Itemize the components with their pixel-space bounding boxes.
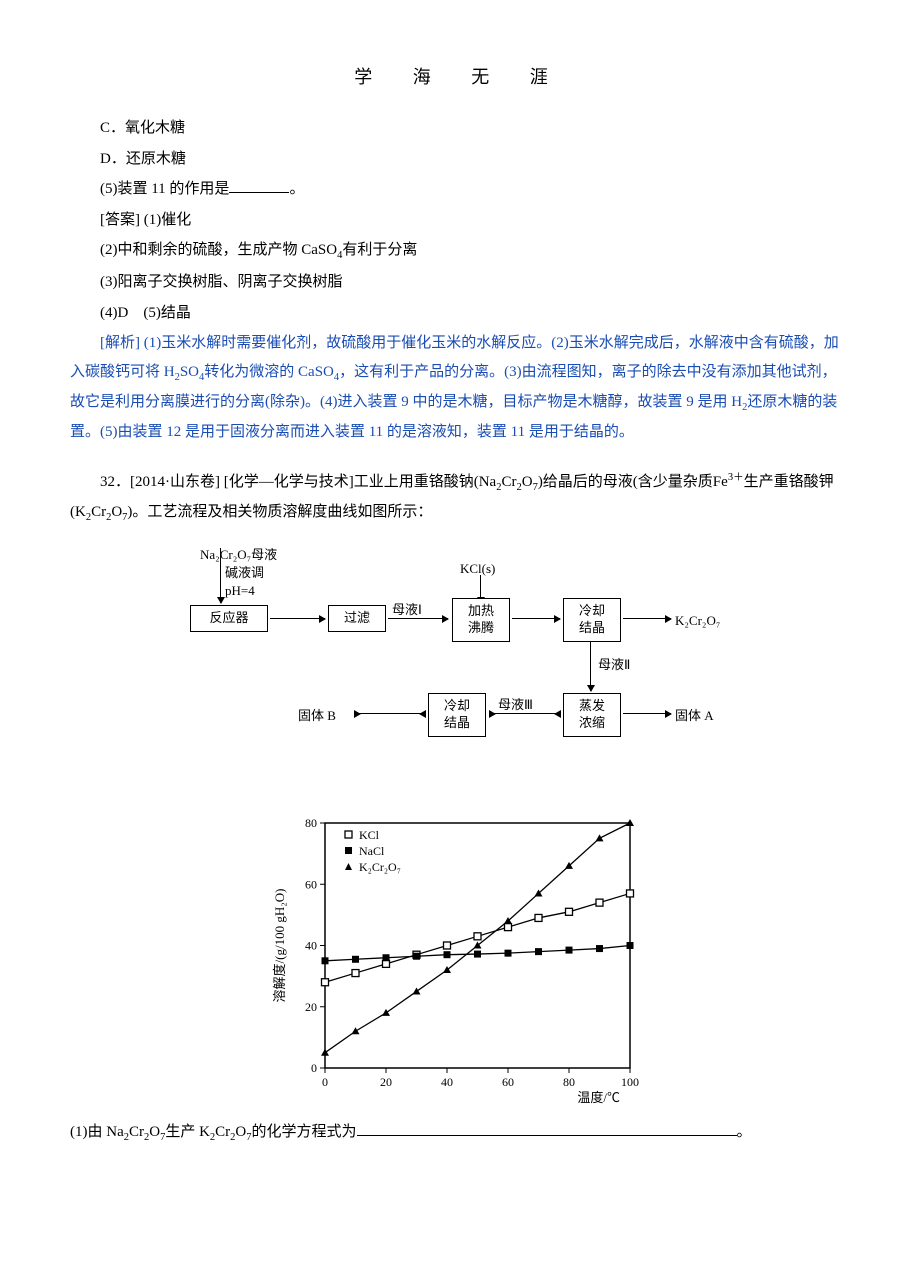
q32-na-cr: Cr [501,474,516,490]
box-boil-a: 加热 [468,603,494,618]
q1-mid: 生产 K [165,1124,210,1140]
q1-tail: 的化学方程式为 [252,1124,357,1140]
q32-tail: )。工艺流程及相关物质溶解度曲线如图所示： [127,504,432,520]
q1-end: 。 [737,1124,752,1140]
answer-1: [答案] (1)催化 [70,206,850,235]
q32-na-o: O [522,474,533,490]
box-filter: 过滤 [328,605,386,632]
question-5: (5)装置 11 的作用是 。 [70,175,850,204]
solubility-chart: 020406080100020406080温度/℃溶解度/(g/100 gH₂O… [270,808,650,1108]
box-cool1-b: 结晶 [579,620,605,635]
box-evap-b: 浓缩 [579,715,605,730]
q1-na-cr: Cr [129,1124,144,1140]
svg-text:80: 80 [305,816,317,830]
box-cool1: 冷却 结晶 [563,598,621,642]
option-d: D．还原木糖 [70,145,850,174]
q32-fe3: 3＋ [728,472,744,483]
svg-text:60: 60 [305,877,317,891]
box-cool2-a: 冷却 [444,698,470,713]
label-my2: 母液Ⅱ [598,653,630,678]
arrow-4-out [623,618,671,619]
svg-text:0: 0 [311,1061,317,1075]
box-reactor: 反应器 [190,605,268,632]
svg-text:100: 100 [621,1075,639,1089]
box-boil-b: 沸腾 [468,620,494,635]
q1-k-o: O [235,1124,246,1140]
svg-text:NaCl: NaCl [359,844,385,858]
blank-eq [357,1120,737,1136]
out-b: 固体 B [298,704,336,729]
svg-text:20: 20 [305,1000,317,1014]
arrow-1-2 [270,618,325,619]
h2so4-so: SO [180,364,199,380]
kcl-label: KCl(s) [460,557,495,582]
box-evap-a: 蒸发 [579,698,605,713]
q5-suffix: 。 [289,181,304,197]
svg-text:溶解度/(g/100 gH₂O): 溶解度/(g/100 gH₂O) [272,888,287,1002]
svg-text:80: 80 [563,1075,575,1089]
q1-k-cr: Cr [215,1124,230,1140]
label-my3: 母液Ⅲ [498,693,533,718]
q5-prefix: (5)装置 11 的作用是 [100,181,229,197]
arrow-3-4 [512,618,560,619]
ans2-text: (2)中和剩余的硫酸，生成产物 CaSO [100,242,337,258]
svg-text:20: 20 [380,1075,392,1089]
box-cool2-b: 结晶 [444,715,470,730]
svg-text:40: 40 [441,1075,453,1089]
out-k: K₂Cr₂O₇ [675,609,720,634]
box-cool2: 冷却 结晶 [428,693,486,737]
q32-mid1: )给晶后的母液(含少量杂质Fe [538,474,728,490]
arrow-cool2-b [355,713,425,714]
process-flowchart: Na₂Cr₂O₇母液 碱液调 pH=4 KCl(s) 反应器 过滤 母液Ⅰ 加热… [170,543,750,793]
svg-text:40: 40 [305,938,317,952]
box-boil: 加热 沸腾 [452,598,510,642]
arrow-feed [220,548,221,603]
explanation: [解析] (1)玉米水解时需要催化剂，故硫酸用于催化玉米的水解反应。(2)玉米水… [70,329,850,446]
explain-t2: 转化为微溶的 CaSO [204,364,334,380]
answer-2: (2)中和剩余的硫酸，生成产物 CaSO4有利于分离 [70,236,850,266]
ans2-tail: 有利于分离 [342,242,417,258]
box-evap: 蒸发 浓缩 [563,693,621,737]
q1-na-o: O [149,1124,160,1140]
option-c: C．氧化木糖 [70,114,850,143]
label-my1: 母液Ⅰ [392,598,422,623]
box-cool1-a: 冷却 [579,603,605,618]
question-32: 32．[2014·山东卷] [化学—化学与技术]工业上用重铬酸钠(Na2Cr2O… [70,468,850,528]
svg-text:K₂Cr₂O₇: K₂Cr₂O₇ [359,860,401,874]
svg-text:温度/℃: 温度/℃ [577,1090,620,1105]
arrow-my2 [590,641,591,691]
answer-4: (4)D (5)结晶 [70,299,850,328]
svg-text:60: 60 [502,1075,514,1089]
q1-prefix: (1)由 Na [70,1124,124,1140]
answer-3: (3)阳离子交换树脂、阴离子交换树脂 [70,268,850,297]
page-header: 学 海 无 涯 [70,60,850,94]
q32-k-cr: Cr [91,504,106,520]
q32-k-o: O [111,504,122,520]
blank-fill [229,177,289,193]
out-a: 固体 A [675,704,714,729]
arrow-evap-a [623,713,671,714]
question-32-1: (1)由 Na2Cr2O7生产 K2Cr2O7的化学方程式为。 [70,1118,850,1148]
svg-text:0: 0 [322,1075,328,1089]
explain-label: [解析] [100,335,144,351]
svg-text:KCl: KCl [359,828,380,842]
q32-prefix: 32．[2014·山东卷] [化学—化学与技术]工业上用重铬酸钠(Na [100,474,496,490]
feed-label-3: pH=4 [225,579,255,604]
